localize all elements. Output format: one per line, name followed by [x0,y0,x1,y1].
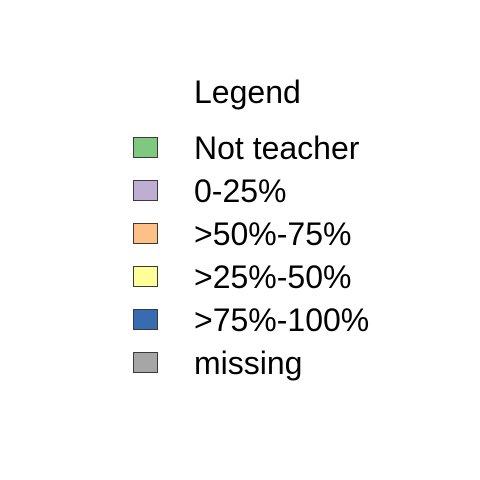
legend-swatch-not-teacher [133,137,158,158]
legend-swatch-25-50 [133,266,158,287]
legend-swatch-75-100 [133,309,158,330]
legend-label-75-100: >75%-100% [194,302,369,338]
legend-swatch-0-25 [133,180,158,201]
legend-item-not-teacher: Not teacher [133,130,453,166]
legend-label-25-50: >25%-50% [194,259,351,295]
legend-label-not-teacher: Not teacher [194,130,359,166]
legend-label-0-25: 0-25% [194,173,287,209]
legend-item-75-100: >75%-100% [133,302,453,338]
legend-label-50-75: >50%-75% [194,216,351,252]
legend-item-50-75: >50%-75% [133,216,453,252]
legend-title: Legend [194,74,301,110]
legend-item-0-25: 0-25% [133,173,453,209]
legend-swatch-missing [133,352,158,373]
legend-item-missing: missing [133,345,453,381]
legend-swatch-50-75 [133,223,158,244]
legend-item-25-50: >25%-50% [133,259,453,295]
legend-label-missing: missing [194,345,302,381]
